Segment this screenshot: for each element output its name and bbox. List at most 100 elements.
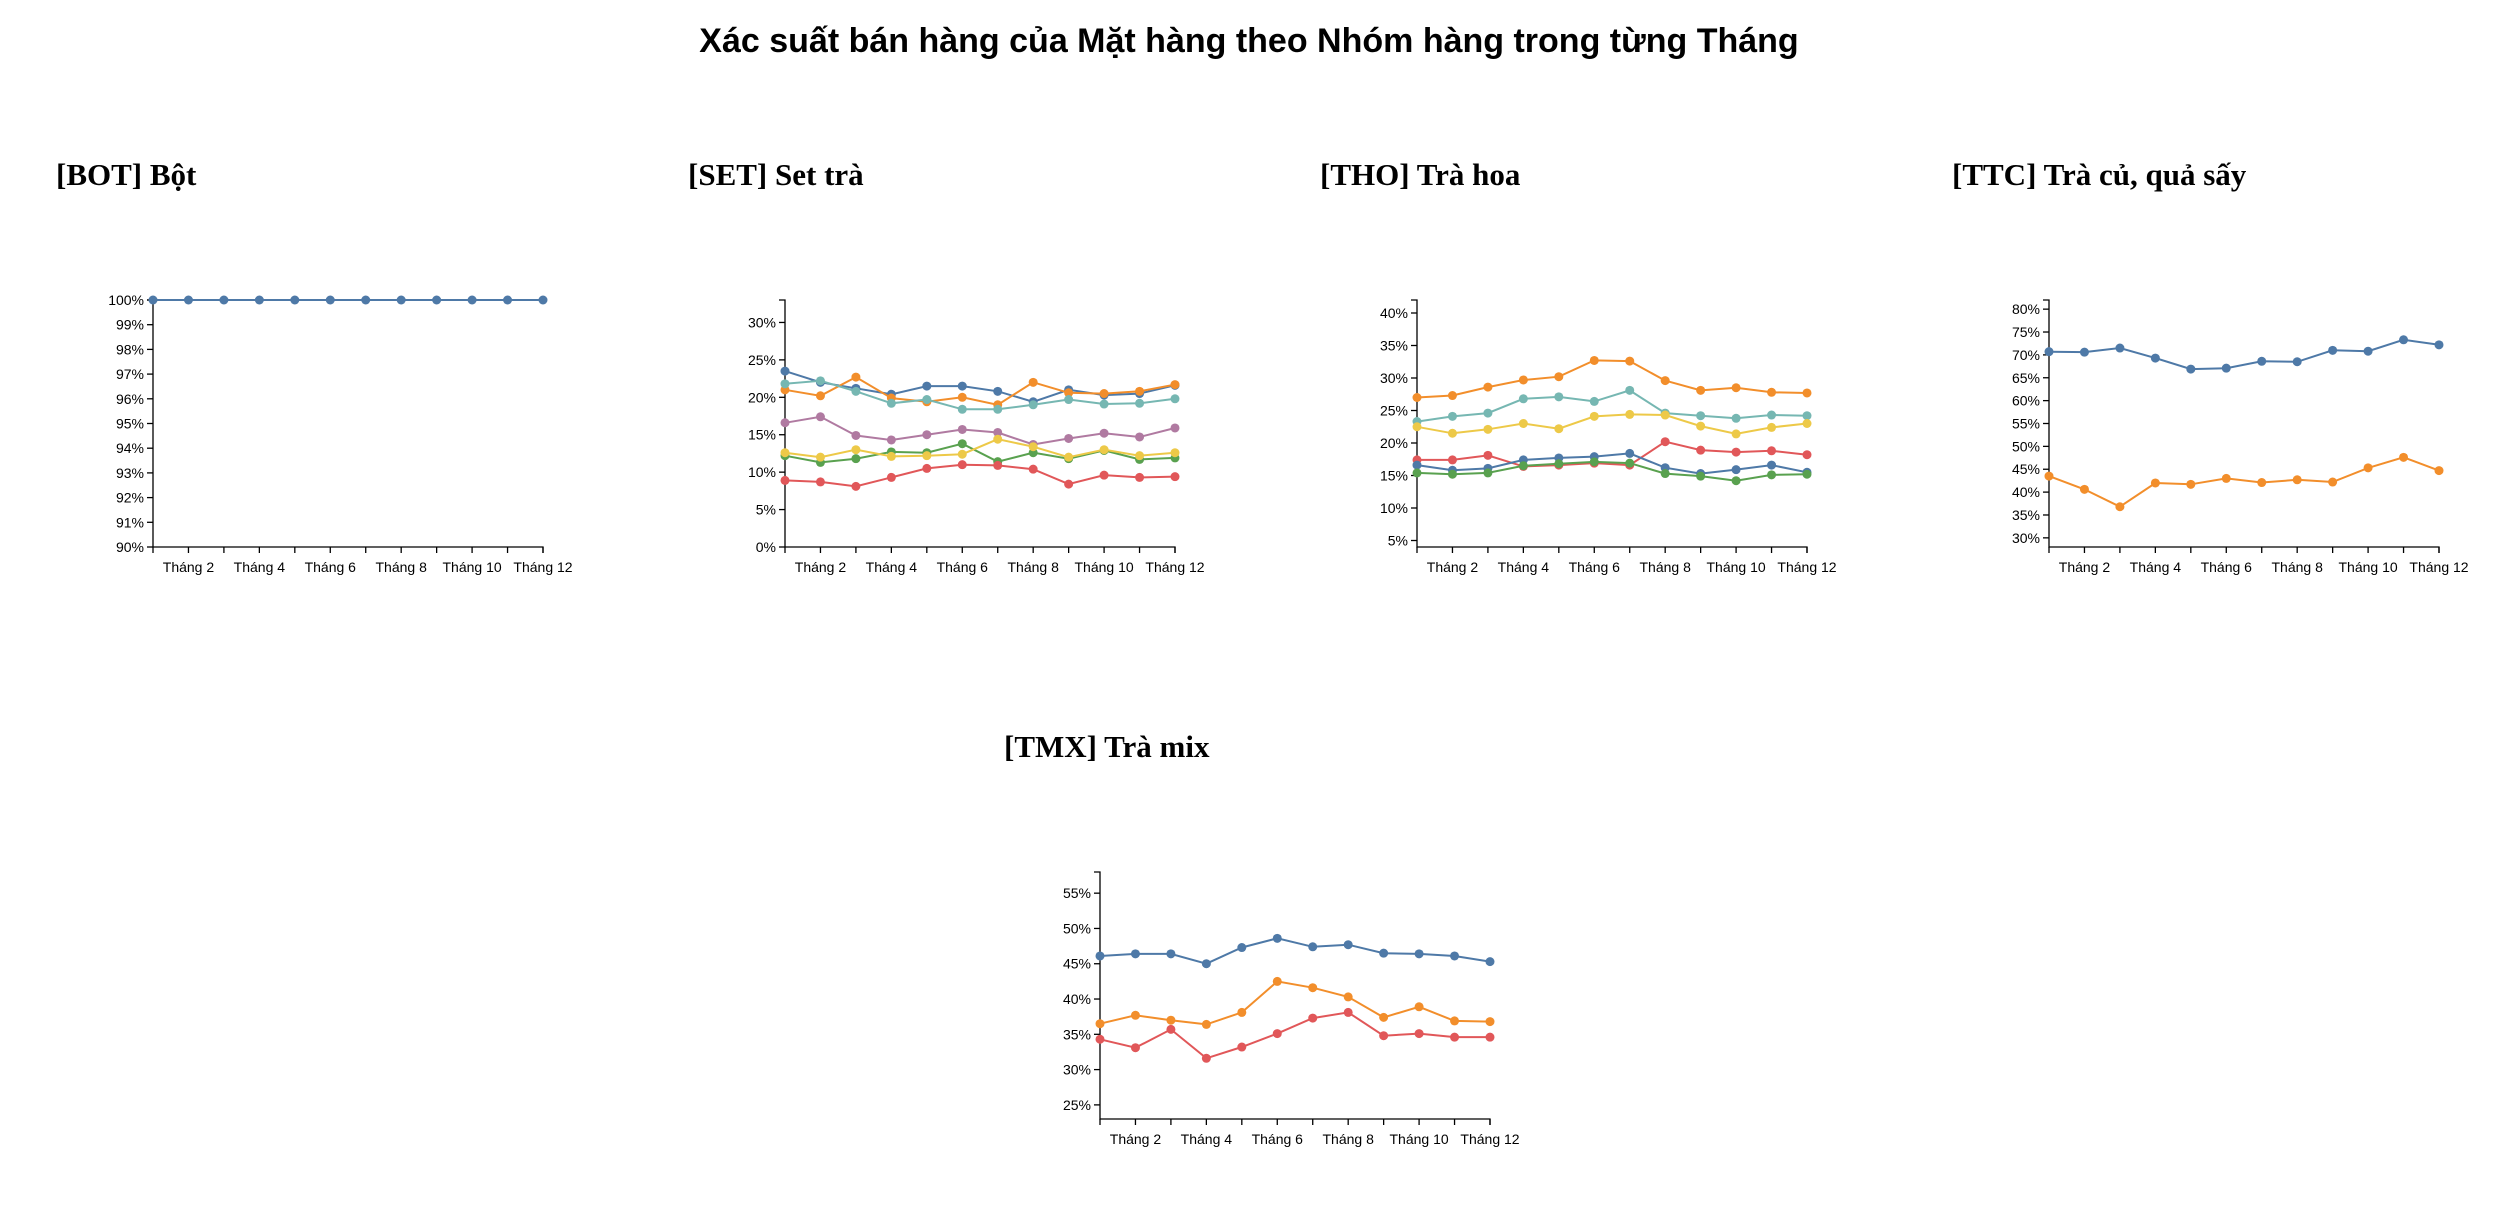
data-point: [2186, 364, 2196, 374]
y-tick-label: 95%: [116, 416, 144, 432]
series-line: [1416, 389, 1808, 423]
data-point: [1589, 355, 1599, 365]
data-point: [1450, 1016, 1460, 1026]
chart-title-bot: [BOT] Bột: [56, 157, 197, 192]
data-point: [1130, 1010, 1140, 1020]
data-point: [2363, 346, 2373, 356]
data-point: [1696, 411, 1706, 421]
y-tick-label: 90%: [116, 539, 144, 555]
axis-frame: [1094, 871, 1491, 1125]
series-line: [1416, 413, 1808, 435]
data-point: [922, 463, 932, 473]
data-point: [1166, 949, 1176, 959]
data-point: [1099, 428, 1109, 438]
data-point: [1518, 461, 1528, 471]
data-point: [2257, 356, 2267, 366]
data-point: [815, 412, 825, 422]
data-point: [922, 381, 932, 391]
data-point: [1731, 465, 1741, 475]
data-point: [1028, 377, 1038, 387]
data-point: [1414, 949, 1424, 959]
y-tick-label: 35%: [2012, 507, 2040, 523]
data-point: [815, 452, 825, 462]
data-point: [1554, 424, 1564, 434]
data-point: [1343, 940, 1353, 950]
data-point: [1625, 356, 1635, 366]
data-point: [957, 392, 967, 402]
data-point: [1767, 470, 1777, 480]
y-tick-label: 75%: [2012, 324, 2040, 340]
data-point: [1589, 457, 1599, 467]
data-point: [957, 439, 967, 449]
y-tick-label: 45%: [2012, 461, 2040, 477]
data-point: [1379, 1031, 1389, 1041]
x-tick-label: Tháng 2: [2059, 559, 2111, 575]
data-point: [1095, 1019, 1105, 1029]
x-tick-label: Tháng 10: [2339, 559, 2398, 575]
y-tick-label: 50%: [1063, 920, 1091, 936]
x-tick-label: Tháng 10: [1390, 1131, 1449, 1147]
y-tick-label: 100%: [108, 292, 144, 308]
series-line: [1417, 440, 1808, 468]
data-point: [922, 451, 932, 461]
y-tick-label: 25%: [1063, 1097, 1091, 1113]
data-point: [993, 434, 1003, 444]
data-point: [1660, 376, 1670, 386]
data-point: [1414, 1002, 1424, 1012]
x-tick-label: Tháng 6: [2201, 559, 2253, 575]
data-point: [183, 295, 193, 305]
data-point: [1802, 450, 1812, 460]
data-point: [2221, 363, 2231, 373]
data-point: [1099, 470, 1109, 480]
data-point: [432, 295, 442, 305]
y-tick-label: 25%: [1380, 403, 1408, 419]
data-point: [1028, 442, 1038, 452]
data-point: [1589, 411, 1599, 421]
x-tick-label: Tháng 6: [1252, 1131, 1304, 1147]
x-tick-label: Tháng 6: [305, 559, 357, 575]
data-point: [922, 430, 932, 440]
y-tick-label: 94%: [116, 440, 144, 456]
x-tick-label: Tháng 12: [1460, 1131, 1519, 1147]
y-tick-label: 98%: [116, 341, 144, 357]
data-point: [1554, 392, 1564, 402]
series-line: [2048, 338, 2440, 371]
series-line: [784, 415, 1176, 446]
data-point: [1483, 450, 1493, 460]
data-point: [1554, 459, 1564, 469]
data-point: [1696, 445, 1706, 455]
series-line: [784, 375, 1176, 406]
x-tick-label: Tháng 4: [2130, 559, 2182, 575]
data-point: [1518, 375, 1528, 385]
data-point: [2328, 345, 2338, 355]
data-point: [1130, 949, 1140, 959]
data-point: [1447, 391, 1457, 401]
x-tick-label: Tháng 6: [1569, 559, 1621, 575]
x-tick-label: Tháng 2: [1427, 559, 1479, 575]
x-tick-label: Tháng 4: [866, 559, 918, 575]
y-tick-label: 55%: [2012, 416, 2040, 432]
data-point: [290, 295, 300, 305]
data-point: [1130, 1043, 1140, 1053]
y-tick-label: 97%: [116, 366, 144, 382]
data-point: [1064, 395, 1074, 405]
data-point: [1166, 1024, 1176, 1034]
y-tick-label: 40%: [1380, 305, 1408, 321]
y-tick-label: 91%: [116, 514, 144, 530]
series-line: [784, 438, 1176, 459]
data-point: [1802, 469, 1812, 479]
chart-title-tho: [THO] Trà hoa: [1320, 157, 1521, 192]
series-line: [1099, 937, 1491, 965]
data-point: [1237, 943, 1247, 953]
data-point: [1625, 458, 1635, 468]
series-line: [1416, 359, 1808, 399]
data-point: [1696, 385, 1706, 395]
x-tick-label: Tháng 8: [375, 559, 427, 575]
data-point: [957, 404, 967, 414]
data-point: [1767, 410, 1777, 420]
data-point: [1170, 394, 1180, 404]
data-point: [1237, 1042, 1247, 1052]
data-point: [957, 424, 967, 434]
data-point: [1412, 422, 1422, 432]
